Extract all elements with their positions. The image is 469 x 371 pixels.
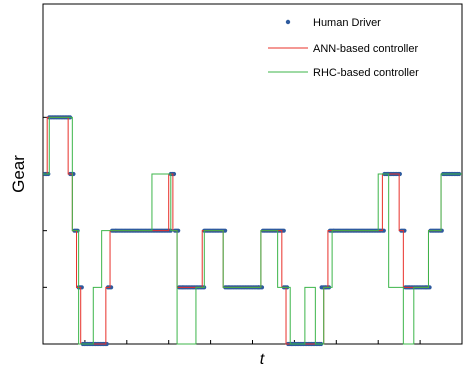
legend: Human Driver ANN-based controller RHC-base… xyxy=(268,17,419,79)
rhc-based-controller-line xyxy=(43,116,462,345)
x-axis-label: t xyxy=(260,351,265,368)
legend-label: Human Driver xyxy=(313,17,381,29)
plot-area xyxy=(42,115,462,347)
human-driver-point xyxy=(281,228,286,233)
legend-label: RHC-based controller xyxy=(313,67,419,79)
legend-label: ANN-based controller xyxy=(313,43,418,55)
legend-marker xyxy=(285,19,291,25)
y-axis-label: Gear xyxy=(9,155,28,193)
human-driver-point xyxy=(223,228,228,233)
